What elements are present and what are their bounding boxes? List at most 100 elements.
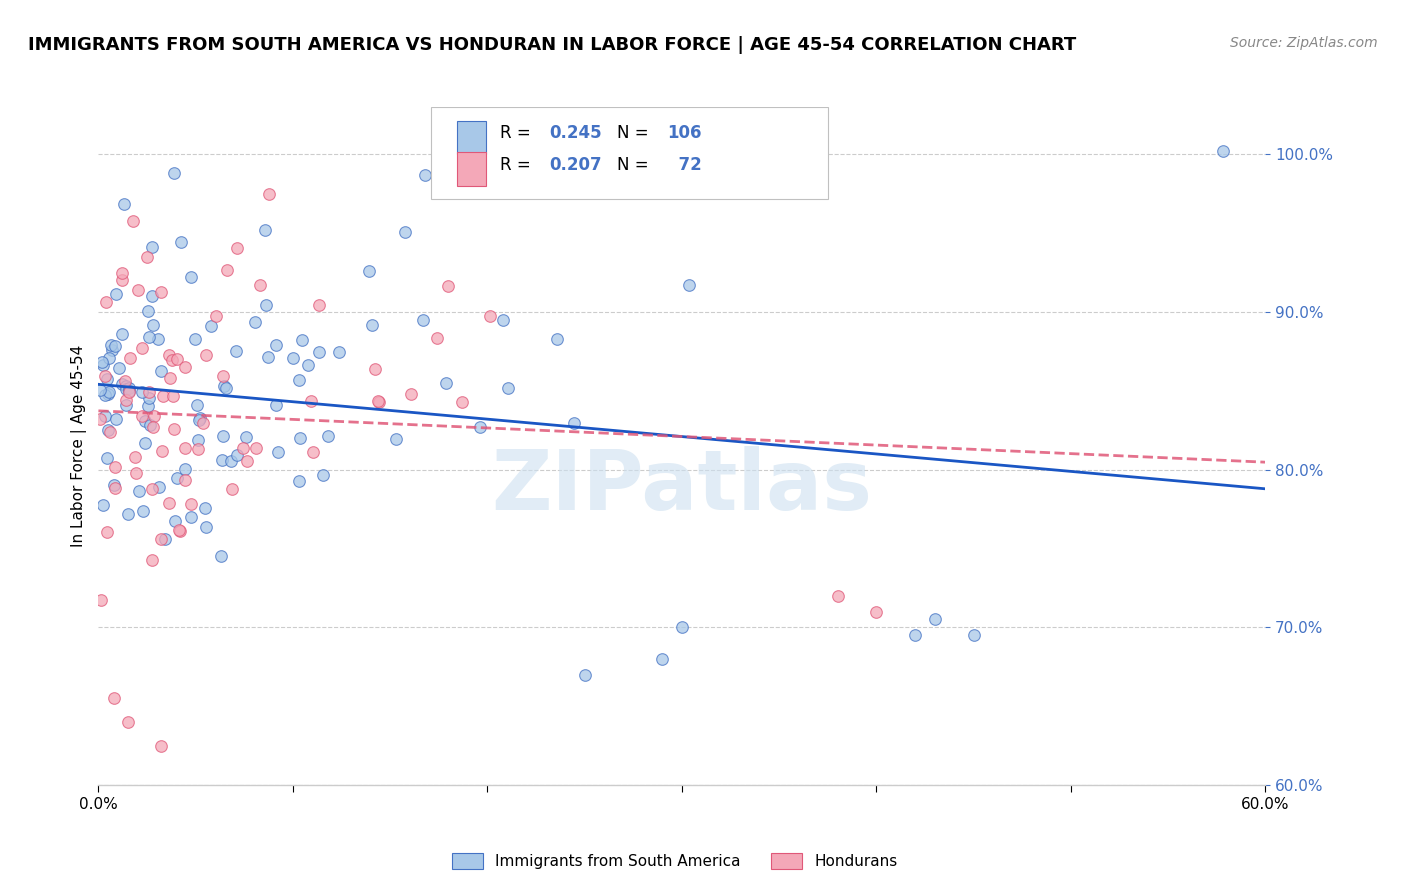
Point: [131, 341, 153, 355]
Point: [101, 343, 124, 357]
Point: [143, 409, 166, 423]
Point: [211, 452, 233, 467]
Point: [226, 241, 249, 255]
Text: N =: N =: [617, 156, 654, 174]
Point: [211, 429, 233, 443]
Point: [148, 480, 170, 494]
Point: [132, 504, 155, 518]
Point: [235, 453, 257, 467]
Point: [254, 222, 277, 236]
Legend: Immigrants from South America, Hondurans: Immigrants from South America, Hondurans: [446, 847, 904, 875]
Point: [104, 339, 127, 353]
Y-axis label: In Labor Force | Age 45-54: In Labor Force | Age 45-54: [72, 345, 87, 547]
Point: [134, 435, 156, 450]
Point: [267, 445, 290, 459]
Point: [437, 279, 460, 293]
Point: [89, 384, 111, 398]
Point: [96, 294, 118, 309]
Point: [312, 467, 335, 482]
Point: [163, 422, 186, 436]
Text: 0.245: 0.245: [548, 124, 602, 142]
Point: [235, 430, 257, 444]
FancyBboxPatch shape: [457, 120, 486, 154]
Point: [671, 620, 693, 634]
Point: [114, 378, 136, 392]
Point: [193, 416, 215, 430]
Point: [148, 332, 170, 346]
Point: [134, 414, 156, 428]
Point: [173, 360, 195, 375]
Point: [232, 442, 254, 456]
Point: [149, 363, 172, 377]
Point: [174, 473, 197, 487]
Point: [412, 312, 434, 326]
Point: [100, 337, 122, 351]
Point: [136, 303, 159, 318]
Point: [394, 225, 416, 239]
Point: [221, 454, 243, 468]
Point: [152, 389, 174, 403]
Point: [367, 395, 389, 409]
FancyBboxPatch shape: [432, 107, 828, 199]
Point: [94, 369, 117, 384]
Point: [184, 332, 207, 346]
Point: [104, 411, 127, 425]
Text: 72: 72: [666, 156, 702, 174]
Point: [157, 496, 180, 510]
Point: [180, 270, 202, 285]
Point: [162, 389, 184, 403]
Point: [205, 309, 228, 323]
Point: [174, 462, 197, 476]
Point: [187, 434, 209, 448]
Text: 0.207: 0.207: [548, 156, 602, 174]
Point: [141, 552, 163, 566]
Point: [105, 287, 128, 301]
Point: [245, 315, 267, 329]
Point: [155, 532, 177, 546]
Point: [111, 266, 134, 280]
Point: [94, 409, 117, 424]
Point: [103, 477, 125, 491]
Point: [215, 381, 238, 395]
Point: [200, 319, 222, 334]
Point: [290, 334, 312, 348]
Point: [110, 327, 132, 342]
Point: [104, 481, 127, 495]
Point: [166, 351, 188, 366]
Point: [217, 263, 239, 277]
Point: [122, 213, 145, 227]
Point: [187, 442, 209, 456]
Point: [157, 348, 180, 362]
Point: [302, 445, 325, 459]
Point: [125, 466, 148, 480]
Point: [195, 520, 218, 534]
Point: [904, 628, 927, 642]
Point: [297, 358, 319, 372]
Point: [166, 471, 188, 485]
Point: [186, 398, 208, 412]
Point: [97, 351, 120, 366]
Point: [160, 353, 183, 368]
Point: [212, 378, 235, 392]
Point: [149, 285, 172, 300]
Point: [257, 351, 280, 365]
Point: [97, 423, 120, 437]
Text: Source: ZipAtlas.com: Source: ZipAtlas.com: [1230, 36, 1378, 50]
Point: [283, 351, 305, 366]
Point: [118, 351, 141, 365]
Point: [364, 361, 387, 376]
Point: [96, 524, 118, 539]
Point: [96, 451, 118, 466]
Point: [149, 532, 172, 546]
Point: [104, 459, 127, 474]
Point: [318, 429, 340, 443]
Point: [141, 482, 163, 496]
Point: [254, 298, 277, 312]
Point: [188, 413, 211, 427]
Point: [118, 381, 141, 395]
Point: [142, 318, 165, 332]
Point: [127, 283, 149, 297]
Point: [384, 432, 406, 446]
Point: [91, 358, 114, 372]
Point: [651, 652, 673, 666]
